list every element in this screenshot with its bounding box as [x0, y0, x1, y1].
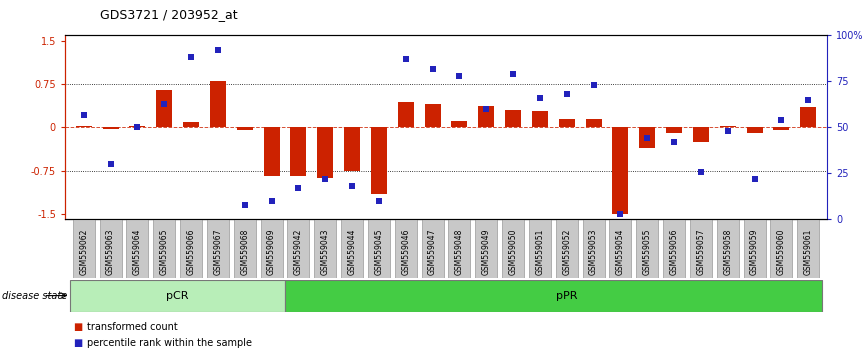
Bar: [585, 119, 602, 127]
Bar: [210, 81, 226, 127]
FancyBboxPatch shape: [771, 219, 792, 278]
Bar: [720, 126, 736, 127]
FancyBboxPatch shape: [502, 219, 524, 278]
Text: GSM559048: GSM559048: [455, 228, 464, 275]
Bar: [75, 126, 92, 127]
Text: GDS3721 / 203952_at: GDS3721 / 203952_at: [100, 8, 237, 21]
FancyBboxPatch shape: [529, 219, 551, 278]
Text: GSM559055: GSM559055: [643, 228, 652, 275]
Bar: [263, 127, 280, 176]
Text: GSM559056: GSM559056: [669, 228, 679, 275]
Bar: [371, 127, 387, 194]
Bar: [800, 107, 817, 127]
Text: GSM559057: GSM559057: [696, 228, 706, 275]
Text: disease state: disease state: [2, 291, 67, 301]
FancyBboxPatch shape: [153, 219, 175, 278]
Text: GSM559060: GSM559060: [777, 228, 786, 275]
Text: GSM559063: GSM559063: [106, 228, 115, 275]
Bar: [236, 127, 253, 130]
Text: ■: ■: [74, 322, 83, 332]
Bar: [612, 127, 629, 214]
Text: GSM559053: GSM559053: [589, 228, 598, 275]
FancyBboxPatch shape: [610, 219, 631, 278]
Bar: [773, 127, 790, 130]
Text: GSM559059: GSM559059: [750, 228, 759, 275]
Bar: [290, 127, 307, 176]
Text: GSM559043: GSM559043: [320, 228, 330, 275]
FancyBboxPatch shape: [475, 219, 497, 278]
FancyBboxPatch shape: [744, 219, 766, 278]
Text: GSM559069: GSM559069: [267, 228, 276, 275]
Text: GSM559065: GSM559065: [159, 228, 169, 275]
Text: transformed count: transformed count: [87, 322, 178, 332]
Text: ■: ■: [74, 338, 83, 348]
Bar: [102, 127, 119, 129]
Bar: [666, 127, 682, 133]
Text: GSM559062: GSM559062: [79, 228, 88, 275]
Text: GSM559045: GSM559045: [374, 228, 384, 275]
Text: pPR: pPR: [556, 291, 578, 301]
FancyBboxPatch shape: [180, 219, 202, 278]
FancyBboxPatch shape: [285, 280, 822, 312]
FancyBboxPatch shape: [368, 219, 390, 278]
FancyBboxPatch shape: [690, 219, 712, 278]
Bar: [532, 111, 548, 127]
FancyBboxPatch shape: [717, 219, 739, 278]
Bar: [451, 120, 468, 127]
FancyBboxPatch shape: [73, 219, 94, 278]
FancyBboxPatch shape: [395, 219, 417, 278]
Bar: [129, 126, 145, 127]
Bar: [344, 127, 360, 171]
FancyBboxPatch shape: [314, 219, 336, 278]
Bar: [746, 127, 763, 133]
FancyBboxPatch shape: [261, 219, 282, 278]
Text: GSM559064: GSM559064: [132, 228, 142, 275]
FancyBboxPatch shape: [207, 219, 229, 278]
Bar: [639, 127, 656, 148]
FancyBboxPatch shape: [100, 219, 121, 278]
Bar: [478, 105, 494, 127]
Text: GSM559049: GSM559049: [481, 228, 491, 275]
FancyBboxPatch shape: [288, 219, 309, 278]
Text: GSM559054: GSM559054: [616, 228, 625, 275]
FancyBboxPatch shape: [583, 219, 604, 278]
Text: GSM559058: GSM559058: [723, 228, 733, 275]
Bar: [559, 119, 575, 127]
Bar: [505, 110, 521, 127]
Text: pCR: pCR: [166, 291, 189, 301]
Text: GSM559051: GSM559051: [535, 228, 545, 275]
Bar: [183, 122, 199, 127]
Text: GSM559044: GSM559044: [347, 228, 357, 275]
Text: GSM559067: GSM559067: [213, 228, 223, 275]
FancyBboxPatch shape: [449, 219, 470, 278]
Text: GSM559066: GSM559066: [186, 228, 196, 275]
Text: percentile rank within the sample: percentile rank within the sample: [87, 338, 252, 348]
FancyBboxPatch shape: [234, 219, 255, 278]
Text: GSM559050: GSM559050: [508, 228, 518, 275]
Bar: [397, 102, 414, 127]
FancyBboxPatch shape: [556, 219, 578, 278]
Bar: [156, 90, 172, 127]
FancyBboxPatch shape: [422, 219, 443, 278]
FancyBboxPatch shape: [126, 219, 148, 278]
Bar: [693, 127, 709, 142]
Text: GSM559052: GSM559052: [562, 228, 572, 275]
FancyBboxPatch shape: [798, 219, 819, 278]
Text: GSM559047: GSM559047: [428, 228, 437, 275]
FancyBboxPatch shape: [637, 219, 658, 278]
FancyBboxPatch shape: [70, 280, 285, 312]
Bar: [317, 127, 333, 178]
Text: GSM559068: GSM559068: [240, 228, 249, 275]
Bar: [424, 104, 441, 127]
Text: GSM559061: GSM559061: [804, 228, 813, 275]
Text: GSM559046: GSM559046: [401, 228, 410, 275]
FancyBboxPatch shape: [341, 219, 363, 278]
Text: GSM559042: GSM559042: [294, 228, 303, 275]
FancyBboxPatch shape: [663, 219, 685, 278]
